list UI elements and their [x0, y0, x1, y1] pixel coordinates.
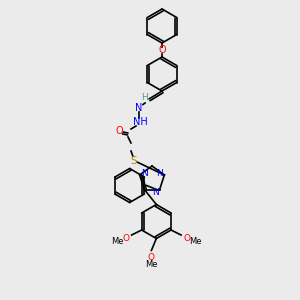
Text: N: N: [152, 188, 159, 197]
Text: Me: Me: [111, 236, 124, 245]
Text: N: N: [141, 169, 148, 178]
Text: O: O: [115, 126, 123, 136]
Text: N: N: [156, 169, 163, 178]
Text: N: N: [135, 103, 143, 113]
Text: O: O: [158, 45, 166, 55]
Text: Me: Me: [189, 236, 201, 245]
Text: O: O: [122, 233, 129, 242]
Text: O: O: [148, 253, 155, 262]
Text: O: O: [184, 233, 190, 242]
Text: S: S: [131, 156, 137, 166]
Text: Me: Me: [145, 260, 158, 269]
Text: NH: NH: [133, 117, 147, 127]
Text: H: H: [141, 94, 147, 103]
